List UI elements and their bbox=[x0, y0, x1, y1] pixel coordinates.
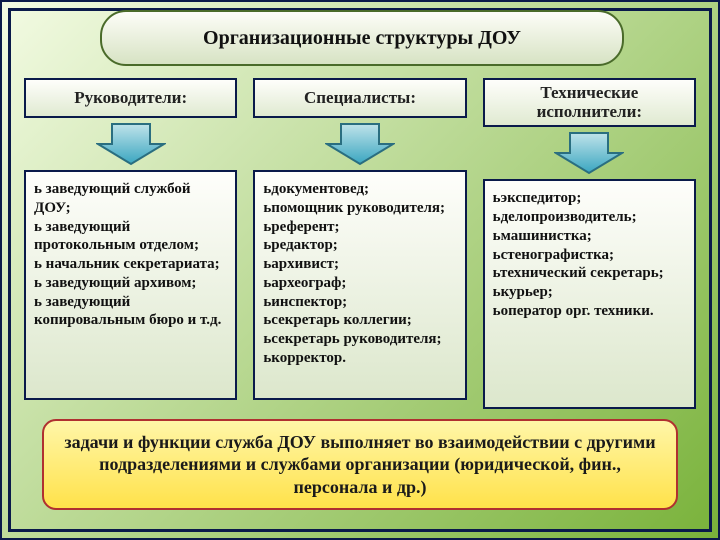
arrow-leaders bbox=[96, 120, 166, 168]
slide-title: Организационные структуры ДОУ bbox=[100, 10, 624, 66]
list-item: ьоператор орг. техники. bbox=[493, 302, 686, 321]
columns-row: Руководители: ь заведующий службой ДОУ; … bbox=[24, 78, 696, 409]
list-item: ь заведующий протокольным отделом; bbox=[34, 218, 227, 256]
list-item: ьреферент; bbox=[263, 218, 456, 237]
down-arrow-icon bbox=[325, 122, 395, 166]
list-box-technical: ьэкспедитор; ьделопроизводитель; ьмашини… bbox=[483, 179, 696, 409]
list-item: ьстенографистка; bbox=[493, 246, 686, 265]
down-arrow-icon bbox=[96, 122, 166, 166]
list-item: ьтехнический секретарь; bbox=[493, 264, 686, 283]
arrow-technical bbox=[554, 129, 624, 177]
footer-note: задачи и функции служба ДОУ выполняет во… bbox=[42, 419, 678, 511]
slide-canvas: Организационные структуры ДОУ Руководите… bbox=[0, 0, 720, 540]
list-item: ь заведующий копировальным бюро и т.д. bbox=[34, 293, 227, 331]
list-item: ьдокументовед; bbox=[263, 180, 456, 199]
list-item: ь заведующий службой ДОУ; bbox=[34, 180, 227, 218]
column-leaders: Руководители: ь заведующий службой ДОУ; … bbox=[24, 78, 237, 409]
arrow-specialists bbox=[325, 120, 395, 168]
list-item: ьмашинистка; bbox=[493, 227, 686, 246]
list-item: ь заведующий архивом; bbox=[34, 274, 227, 293]
list-item: ь начальник секретариата; bbox=[34, 255, 227, 274]
list-item: ьинспектор; bbox=[263, 293, 456, 312]
list-item: ькурьер; bbox=[493, 283, 686, 302]
column-header-specialists: Специалисты: bbox=[253, 78, 466, 118]
list-item: ьсекретарь руководителя; bbox=[263, 330, 456, 349]
column-header-technical: Технические исполнители: bbox=[483, 78, 696, 127]
title-container: Организационные структуры ДОУ bbox=[100, 10, 620, 62]
column-specialists: Специалисты: ьдокументовед; ьпомощник ру… bbox=[253, 78, 466, 409]
list-item: ьархеограф; bbox=[263, 274, 456, 293]
list-box-specialists: ьдокументовед; ьпомощник руководителя; ь… bbox=[253, 170, 466, 400]
list-item: ьархивист; bbox=[263, 255, 456, 274]
column-technical: Технические исполнители: ьэкспедитор; ьд… bbox=[483, 78, 696, 409]
list-item: ьредактор; bbox=[263, 236, 456, 255]
list-item: ьделопроизводитель; bbox=[493, 208, 686, 227]
list-item: ьпомощник руководителя; bbox=[263, 199, 456, 218]
list-item: ьэкспедитор; bbox=[493, 189, 686, 208]
list-item: ьсекретарь коллегии; bbox=[263, 311, 456, 330]
list-box-leaders: ь заведующий службой ДОУ; ь заведующий п… bbox=[24, 170, 237, 400]
list-item: ькорректор. bbox=[263, 349, 456, 368]
down-arrow-icon bbox=[554, 131, 624, 175]
column-header-leaders: Руководители: bbox=[24, 78, 237, 118]
